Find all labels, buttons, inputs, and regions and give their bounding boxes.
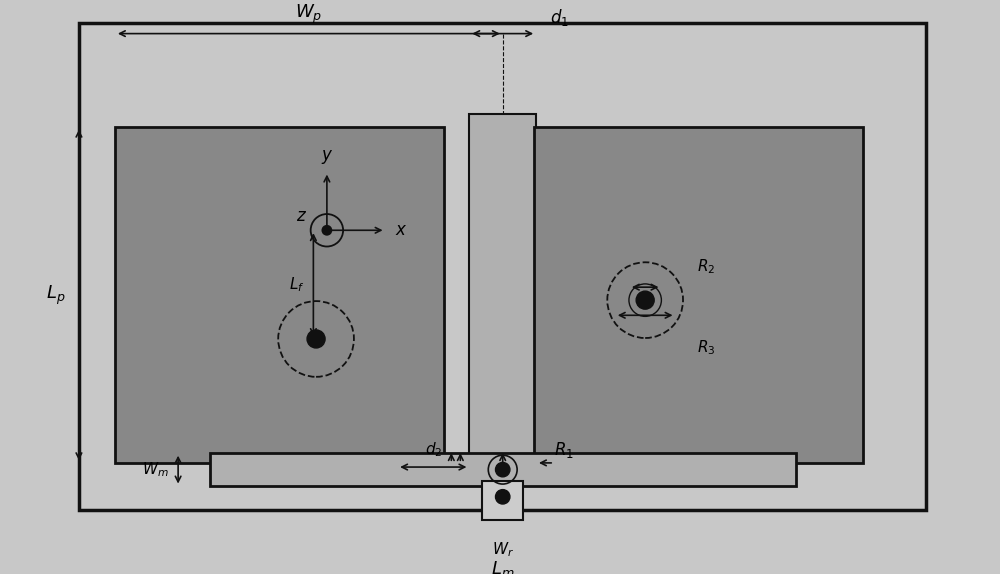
Text: $W_p$: $W_p$ xyxy=(295,3,322,26)
Text: $L_m$: $L_m$ xyxy=(491,559,514,574)
Circle shape xyxy=(495,490,510,504)
Text: $R_2$: $R_2$ xyxy=(697,258,715,276)
Circle shape xyxy=(307,330,325,348)
Text: $L_f$: $L_f$ xyxy=(289,276,304,294)
Circle shape xyxy=(495,463,510,477)
Text: $W_m$: $W_m$ xyxy=(142,460,169,479)
Text: $d_2$: $d_2$ xyxy=(425,441,442,459)
Text: $z$: $z$ xyxy=(296,207,307,225)
Text: $x$: $x$ xyxy=(395,221,407,239)
Bar xyxy=(115,127,444,463)
Circle shape xyxy=(636,291,654,309)
Bar xyxy=(482,481,523,520)
Bar xyxy=(469,114,536,479)
Text: $L_p$: $L_p$ xyxy=(46,284,65,307)
Text: $y$: $y$ xyxy=(321,149,333,166)
Circle shape xyxy=(321,225,332,236)
Text: $R_3$: $R_3$ xyxy=(697,338,715,356)
Text: $W_r$: $W_r$ xyxy=(492,541,514,560)
Bar xyxy=(210,453,796,486)
Text: $R_1$: $R_1$ xyxy=(554,440,574,460)
Text: $d_1$: $d_1$ xyxy=(550,7,569,29)
Bar xyxy=(534,127,863,463)
